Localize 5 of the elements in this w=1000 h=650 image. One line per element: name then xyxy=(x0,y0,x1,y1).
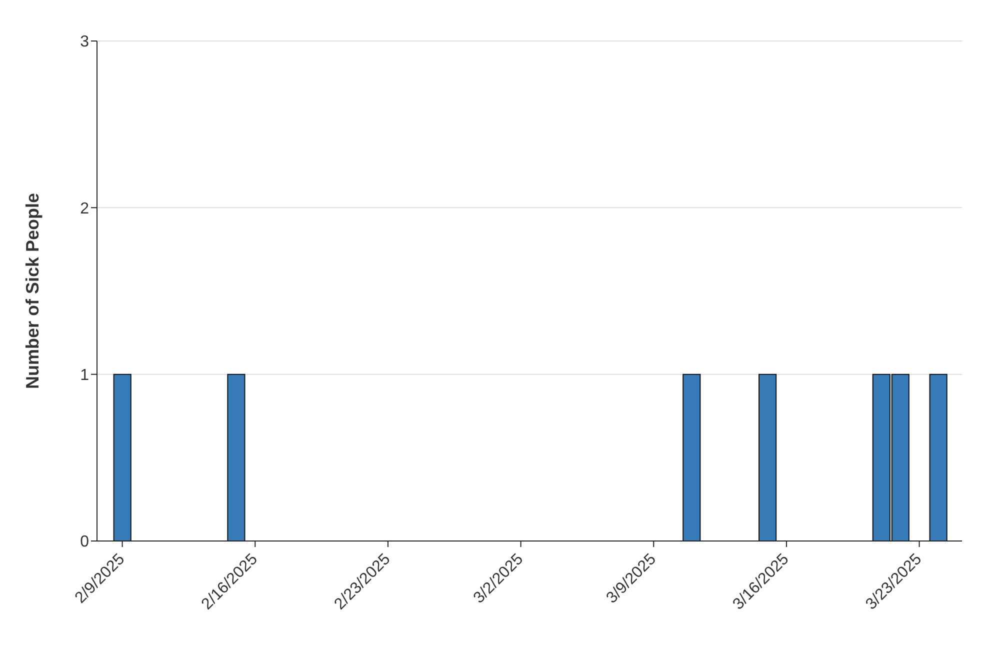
y-axis-title: Number of Sick People xyxy=(22,192,42,390)
y-tick-label: 0 xyxy=(80,534,90,551)
y-tick-label: 2 xyxy=(80,200,90,218)
y-tick-label: 3 xyxy=(80,34,90,51)
y-tick-label: 1 xyxy=(80,367,90,384)
